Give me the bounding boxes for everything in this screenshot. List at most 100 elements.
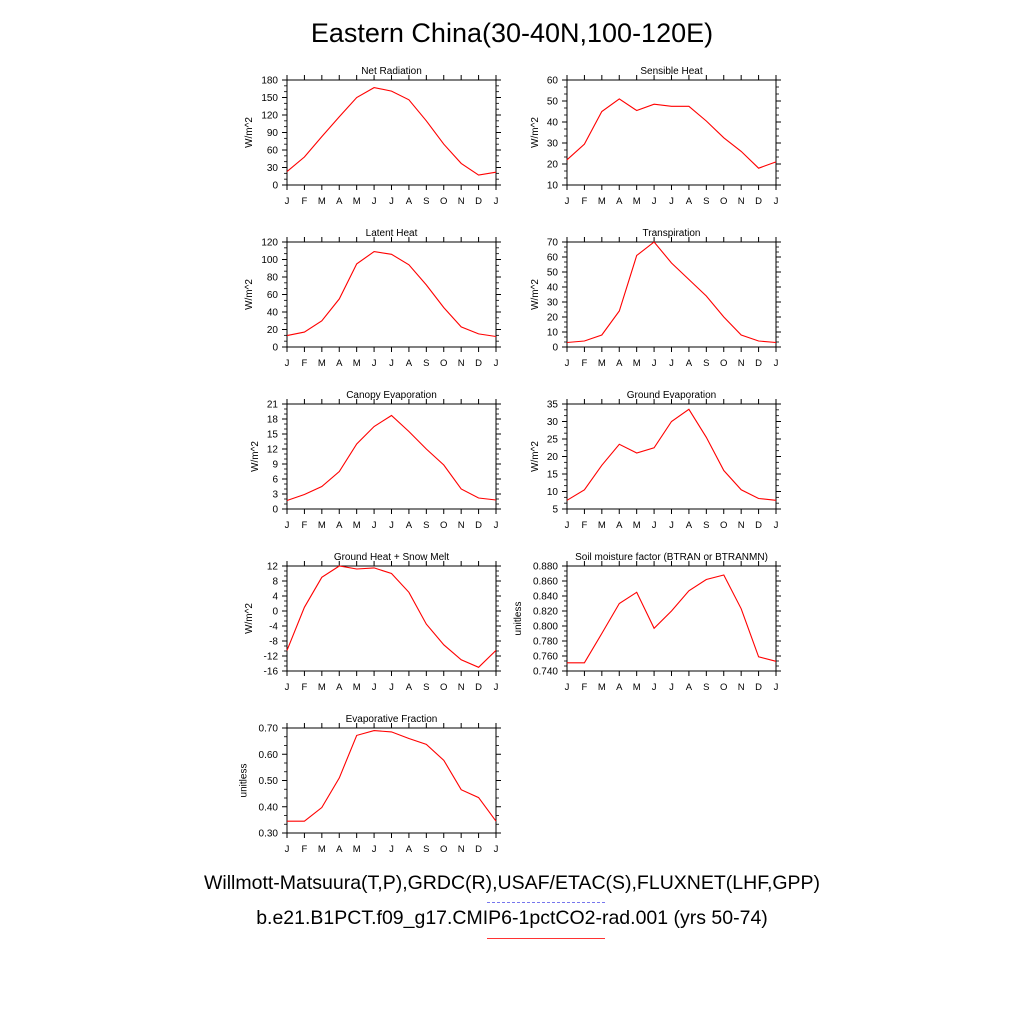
x-tick-label: J xyxy=(285,520,290,531)
y-tick-label: 180 xyxy=(261,76,278,87)
y-tick-label: 40 xyxy=(547,118,559,129)
x-tick-label: J xyxy=(652,196,657,207)
x-tick-label: D xyxy=(475,682,482,693)
x-tick-label: O xyxy=(720,520,727,531)
plot-frame xyxy=(286,403,497,510)
x-tick-label: A xyxy=(336,196,343,207)
y-tick-label: 5 xyxy=(552,505,558,516)
x-tick-label: S xyxy=(423,358,429,369)
x-tick-label: J xyxy=(774,196,779,207)
x-tick-label: M xyxy=(353,520,361,531)
x-tick-label: J xyxy=(494,520,499,531)
y-tick-label: 0.740 xyxy=(533,667,558,678)
x-tick-label: A xyxy=(686,682,693,693)
x-tick-label: J xyxy=(372,844,377,855)
y-tick-label: 100 xyxy=(261,255,278,266)
y-axis-label: W/m^2 xyxy=(530,441,541,472)
y-tick-label: -12 xyxy=(264,652,279,663)
panel-title: Canopy Evaporation xyxy=(346,390,437,401)
plot-frame xyxy=(566,79,777,186)
series-line xyxy=(566,98,777,169)
x-tick-label: J xyxy=(669,682,674,693)
panel-title: Soil moisture factor (BTRAN or BTRANMN) xyxy=(575,552,768,563)
y-tick-label: 80 xyxy=(267,273,279,284)
plot-frame xyxy=(286,241,497,348)
x-tick-label: J xyxy=(669,358,674,369)
y-tick-label: 50 xyxy=(547,97,559,108)
panel-title: Transpiration xyxy=(643,228,701,239)
y-tick-label: 30 xyxy=(267,163,279,174)
y-tick-label: 21 xyxy=(267,400,279,411)
y-axis-label: W/m^2 xyxy=(250,441,261,472)
x-tick-label: M xyxy=(353,358,361,369)
x-tick-label: O xyxy=(720,196,727,207)
x-tick-label: S xyxy=(703,520,709,531)
y-tick-label: 60 xyxy=(547,253,559,264)
y-tick-label: 0.30 xyxy=(259,829,279,840)
y-tick-label: 40 xyxy=(267,308,279,319)
y-tick-label: 0.60 xyxy=(259,750,279,761)
x-tick-label: F xyxy=(302,196,308,207)
series-line xyxy=(286,565,497,668)
panel-title: Latent Heat xyxy=(366,228,418,239)
y-axis-label: unitless xyxy=(513,602,524,636)
y-tick-label: -4 xyxy=(269,622,278,633)
y-tick-label: 20 xyxy=(547,452,559,463)
y-tick-label: 15 xyxy=(267,430,279,441)
y-tick-label: 0 xyxy=(272,505,278,516)
plot-frame xyxy=(286,79,497,186)
x-tick-label: J xyxy=(774,682,779,693)
x-tick-label: M xyxy=(598,520,606,531)
x-tick-label: J xyxy=(652,682,657,693)
x-tick-label: F xyxy=(582,196,588,207)
y-tick-label: 60 xyxy=(547,76,559,87)
x-tick-label: N xyxy=(458,196,465,207)
x-tick-label: J xyxy=(285,196,290,207)
x-tick-label: J xyxy=(565,358,570,369)
x-tick-label: J xyxy=(565,520,570,531)
series-line xyxy=(286,414,497,502)
x-tick-label: J xyxy=(494,682,499,693)
series-line xyxy=(566,408,777,501)
x-tick-label: F xyxy=(302,358,308,369)
x-tick-label: A xyxy=(616,520,623,531)
x-tick-label: J xyxy=(652,358,657,369)
x-tick-label: M xyxy=(318,196,326,207)
x-tick-label: F xyxy=(302,682,308,693)
x-tick-label: J xyxy=(494,196,499,207)
x-tick-label: A xyxy=(686,520,693,531)
x-tick-label: S xyxy=(423,682,429,693)
x-tick-label: A xyxy=(616,682,623,693)
series-line xyxy=(287,730,497,822)
x-tick-label: A xyxy=(686,358,693,369)
x-tick-label: S xyxy=(703,358,709,369)
x-tick-label: J xyxy=(494,844,499,855)
y-tick-label: 0.800 xyxy=(533,622,558,633)
y-tick-label: -16 xyxy=(264,667,279,678)
plot-frame xyxy=(566,241,777,348)
x-tick-label: J xyxy=(389,196,394,207)
x-tick-label: A xyxy=(406,196,413,207)
x-tick-label: N xyxy=(738,682,745,693)
y-tick-label: 18 xyxy=(267,415,279,426)
x-tick-label: J xyxy=(565,682,570,693)
panel-title: Net Radiation xyxy=(361,66,422,77)
x-tick-label: J xyxy=(669,520,674,531)
x-tick-label: A xyxy=(616,358,623,369)
x-tick-label: J xyxy=(372,520,377,531)
y-axis-label: W/m^2 xyxy=(244,279,255,310)
y-tick-label: 40 xyxy=(547,283,559,294)
chart-panel-4: J F M A M J J A S O N D J010203040506070Transpiratio… xyxy=(530,228,781,369)
x-tick-label: J xyxy=(565,196,570,207)
x-tick-label: D xyxy=(475,520,482,531)
x-tick-label: O xyxy=(440,844,447,855)
x-tick-label: J xyxy=(285,682,290,693)
y-tick-label: 30 xyxy=(547,417,559,428)
y-tick-label: 12 xyxy=(267,562,279,573)
y-tick-label: 12 xyxy=(267,445,279,456)
y-tick-label: 60 xyxy=(267,290,279,301)
y-tick-label: 120 xyxy=(261,111,278,122)
x-tick-label: J xyxy=(389,520,394,531)
